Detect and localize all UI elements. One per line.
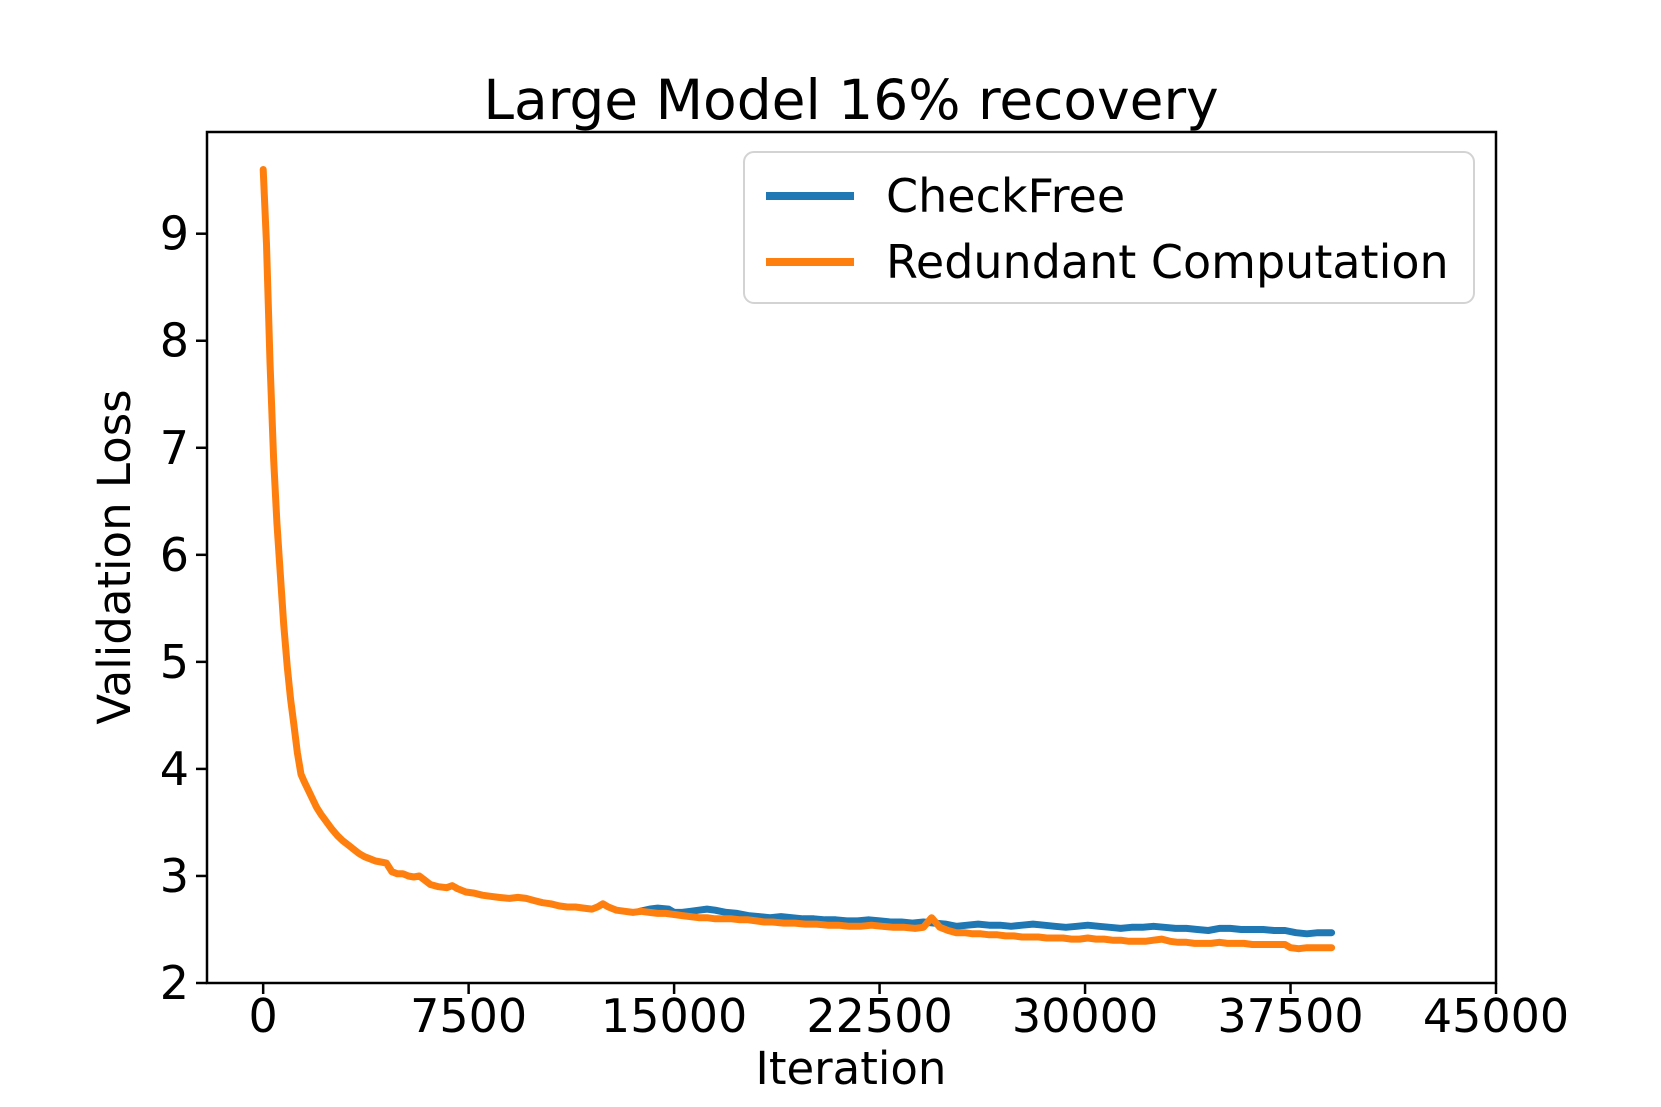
series-checkfree-line (636, 904, 1336, 938)
x-tick-label: 45000 (1423, 989, 1569, 1043)
y-tick-label: 2 (160, 956, 189, 1010)
x-tick-label: 37500 (1217, 989, 1363, 1043)
legend: CheckFree Redundant Computation (743, 151, 1475, 304)
plot-area (205, 130, 1498, 985)
legend-label-redundant-computation: Redundant Computation (886, 235, 1449, 289)
y-tick-label: 3 (160, 849, 189, 903)
y-tick-label: 9 (160, 207, 189, 261)
y-axis-ticks: 2 3 4 5 6 7 8 9 (160, 207, 207, 1010)
legend-box (743, 151, 1475, 304)
x-tick-label: 7500 (410, 989, 527, 1043)
chart-title: Large Model 16% recovery (483, 68, 1218, 132)
x-axis-ticks: 0 7500 15000 22500 30000 37500 45000 (249, 983, 1569, 1043)
y-tick-label: 8 (160, 314, 189, 368)
x-tick-label: 0 (249, 989, 278, 1043)
x-tick-label: 22500 (806, 989, 952, 1043)
y-tick-label: 6 (160, 528, 189, 582)
y-tick-label: 7 (160, 421, 189, 475)
y-tick-label: 4 (160, 742, 189, 796)
x-axis-label: Iteration (756, 1042, 947, 1095)
y-tick-label: 5 (160, 635, 189, 689)
legend-label-checkfree: CheckFree (886, 169, 1125, 223)
series-redundant-computation-line (259, 166, 1336, 953)
x-tick-label: 15000 (601, 989, 747, 1043)
y-axis-label: Validation Loss (88, 389, 141, 724)
x-tick-label: 30000 (1012, 989, 1158, 1043)
series-lines (259, 166, 1336, 953)
